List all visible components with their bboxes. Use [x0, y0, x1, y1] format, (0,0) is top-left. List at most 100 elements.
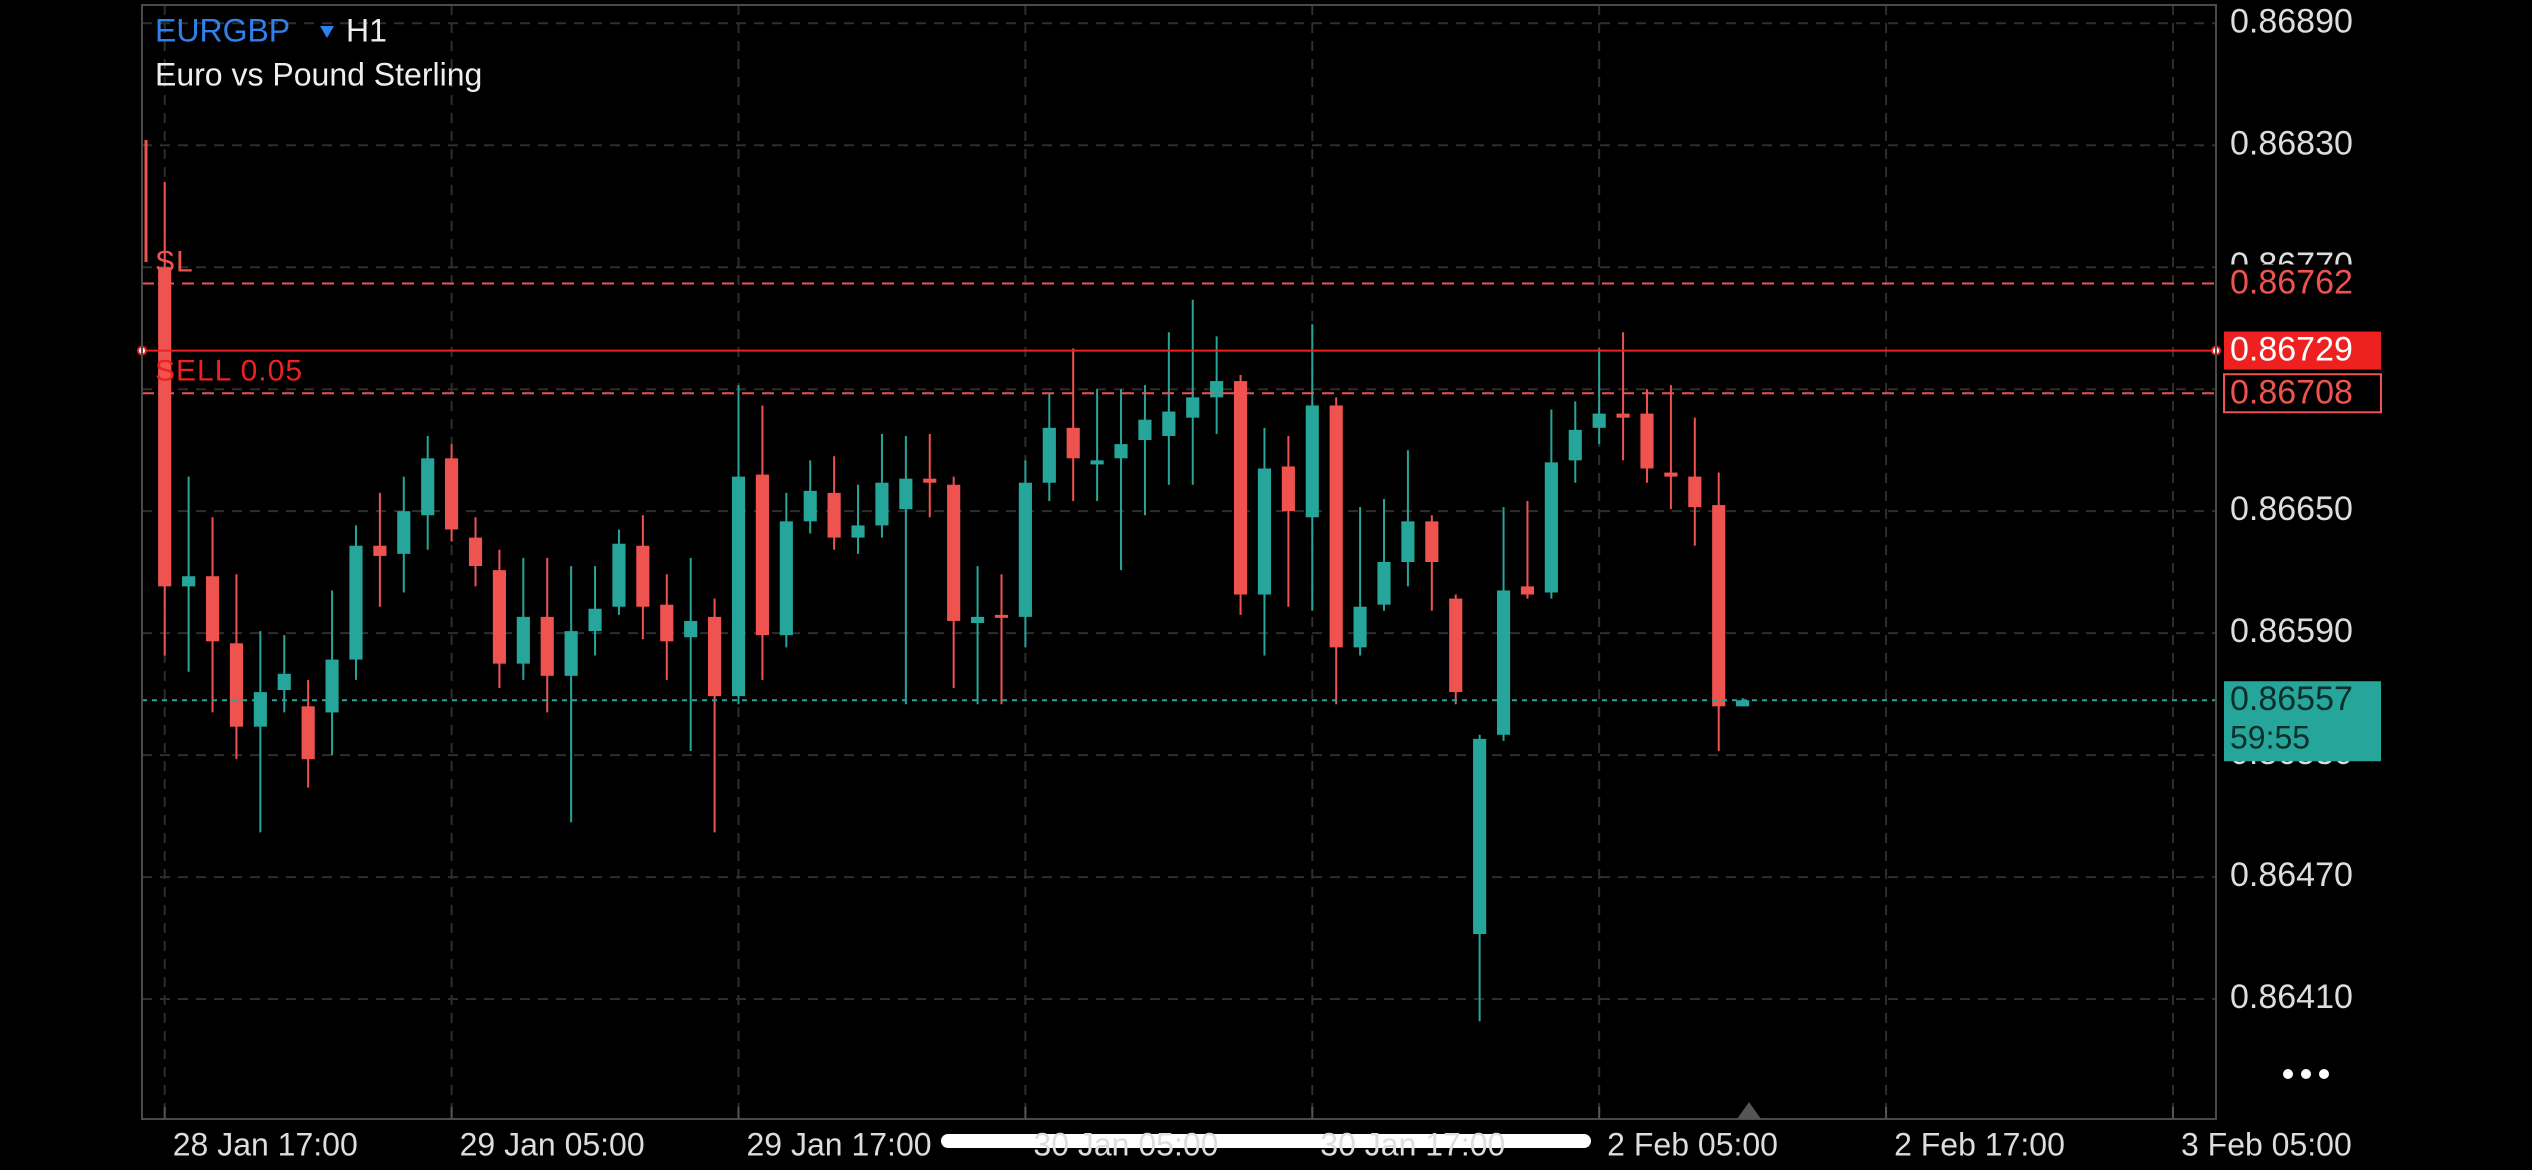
candle-body — [636, 545, 650, 607]
candle-body — [1305, 405, 1319, 518]
candles — [158, 181, 1750, 1022]
plot-border — [141, 4, 2217, 1120]
candle-body — [708, 616, 722, 697]
candle-body — [612, 543, 626, 607]
x-tick-label: 3 Feb 05:00 — [2181, 1126, 2352, 1162]
x-tick-label: 29 Jan 05:00 — [460, 1126, 645, 1162]
candle-body — [421, 458, 435, 516]
candle-body — [1568, 429, 1582, 461]
x-tick-label: 30 Jan 17:00 — [1320, 1126, 1505, 1162]
candle-body — [1138, 419, 1152, 441]
menu-dot[interactable] — [2283, 1069, 2293, 1079]
price-label-box — [2224, 681, 2381, 762]
candle-body — [827, 492, 841, 538]
menu-dot[interactable] — [2301, 1069, 2311, 1079]
candle-body — [1520, 586, 1535, 595]
candle-body — [1592, 413, 1606, 428]
y-tick-label: 0.86890 — [2230, 2, 2353, 40]
price-label-box — [2224, 331, 2381, 370]
candle-body — [1353, 606, 1367, 648]
price-label: 0.86729 — [2230, 331, 2353, 369]
candle-body — [1473, 738, 1487, 935]
candle-body — [1688, 476, 1702, 508]
price-label: 0.86762 — [2230, 263, 2353, 301]
candle-body — [899, 478, 913, 510]
timeframe[interactable]: H1 — [346, 12, 387, 48]
candle-body — [1042, 427, 1056, 483]
candle-body — [277, 673, 291, 691]
candle-body — [684, 620, 698, 638]
candle-body — [803, 490, 817, 522]
candle-body — [1210, 381, 1224, 398]
price-label-box — [2224, 264, 2381, 303]
x-tick-label: 30 Jan 05:00 — [1033, 1126, 1218, 1162]
candle-body — [205, 576, 220, 642]
symbol-dropdown[interactable] — [320, 26, 334, 38]
candle-body — [994, 614, 1009, 618]
y-tick-label: 0.86830 — [2230, 124, 2353, 162]
symbol[interactable]: EURGBP — [155, 12, 290, 48]
candle-body — [1090, 460, 1104, 465]
candle-body — [158, 267, 172, 587]
level-name: SELL 0.05 — [155, 355, 303, 388]
candle-body — [445, 458, 459, 530]
time-marker — [1737, 1102, 1761, 1119]
candle-body — [564, 631, 578, 676]
candle-body — [1257, 468, 1272, 595]
candle-body — [1018, 482, 1032, 617]
home-indicator — [941, 1134, 1591, 1148]
y-tick-label: 0.86470 — [2230, 856, 2353, 894]
candle-body — [1162, 411, 1176, 436]
candle-body — [731, 476, 746, 697]
y-tick-label: 0.86590 — [2230, 612, 2353, 650]
candle-body — [1329, 405, 1343, 648]
candle-body — [1186, 397, 1200, 418]
candle-body — [1066, 427, 1080, 459]
candle-body — [540, 616, 554, 676]
candle-body — [1114, 444, 1128, 459]
candle-body — [971, 616, 985, 623]
candle-body — [779, 521, 793, 636]
candle-body — [755, 474, 769, 636]
candle-body — [1401, 521, 1415, 562]
candle-body — [1664, 472, 1678, 477]
candle-body — [1640, 413, 1654, 469]
candle-body — [851, 525, 865, 538]
candle-body — [660, 604, 674, 642]
candle-body — [516, 616, 530, 664]
candle-body — [229, 643, 244, 727]
candle-body — [1736, 700, 1750, 707]
menu-dot[interactable] — [2319, 1069, 2329, 1079]
candle-body — [468, 537, 483, 567]
x-tick-label: 2 Feb 05:00 — [1607, 1126, 1778, 1162]
candle-body — [1233, 381, 1248, 595]
candle-body — [253, 692, 267, 727]
candle-body — [397, 511, 411, 554]
x-tick-label: 29 Jan 17:00 — [746, 1126, 931, 1162]
price-label-box — [2223, 373, 2382, 414]
subtitle: Euro vs Pound Sterling — [155, 56, 482, 92]
y-tick-label: 0.86650 — [2230, 490, 2353, 528]
candle-body — [325, 659, 339, 713]
candle-body — [923, 478, 937, 483]
candle-body — [1712, 505, 1726, 707]
candle-body — [947, 484, 961, 621]
countdown: 59:55 — [2230, 720, 2310, 756]
candle-body — [1425, 521, 1439, 562]
candle-body — [588, 608, 602, 632]
candle-body — [1496, 590, 1511, 735]
candle-body — [373, 545, 387, 556]
levels: SL SELL 0.05 — [137, 245, 2221, 702]
candle-body — [1616, 413, 1630, 418]
candle-body — [492, 570, 506, 664]
candle-body — [349, 545, 363, 660]
candle-body — [1377, 562, 1391, 605]
price-label: 0.86557 — [2230, 680, 2353, 718]
candle-body — [1281, 466, 1295, 512]
x-tick-label: 28 Jan 17:00 — [173, 1126, 358, 1162]
price-label: 0.86708 — [2230, 373, 2353, 411]
candle-body — [301, 706, 315, 760]
candle-body — [1449, 598, 1463, 693]
